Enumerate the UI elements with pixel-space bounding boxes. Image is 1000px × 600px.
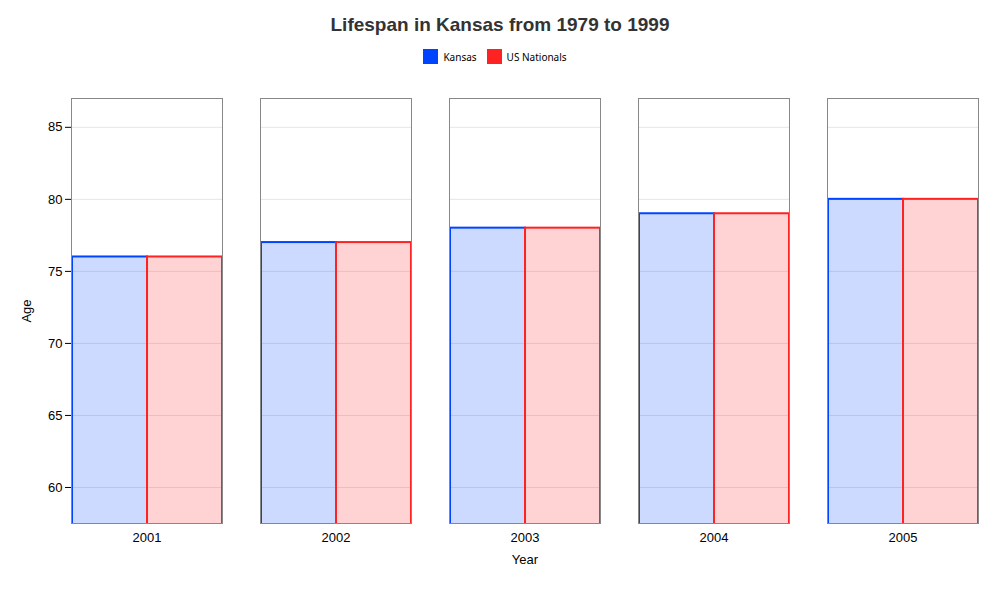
- html-text:Kansas: Kansas: [443, 49, 477, 64]
- svg-text:Age: Age: [19, 299, 34, 322]
- svg-text:2003: 2003: [511, 530, 540, 545]
- html-text:US Nationals: US Nationals: [506, 49, 567, 64]
- svg-text:70: 70: [48, 336, 62, 351]
- svg-text:Year: Year: [512, 552, 539, 567]
- html-text:Lifespan in Kansas from 1979 t: Lifespan in Kansas from 1979 to 1999: [330, 14, 670, 35]
- svg-text:65: 65: [48, 408, 62, 423]
- svg-text:60: 60: [48, 480, 62, 495]
- svg-text:2004: 2004: [700, 530, 729, 545]
- svg-text:2001: 2001: [133, 530, 162, 545]
- svg-text:2002: 2002: [322, 530, 351, 545]
- svg-text:75: 75: [48, 264, 62, 279]
- svg-text:2005: 2005: [889, 530, 918, 545]
- svg-text:80: 80: [48, 192, 62, 207]
- svg-text:85: 85: [48, 119, 62, 134]
